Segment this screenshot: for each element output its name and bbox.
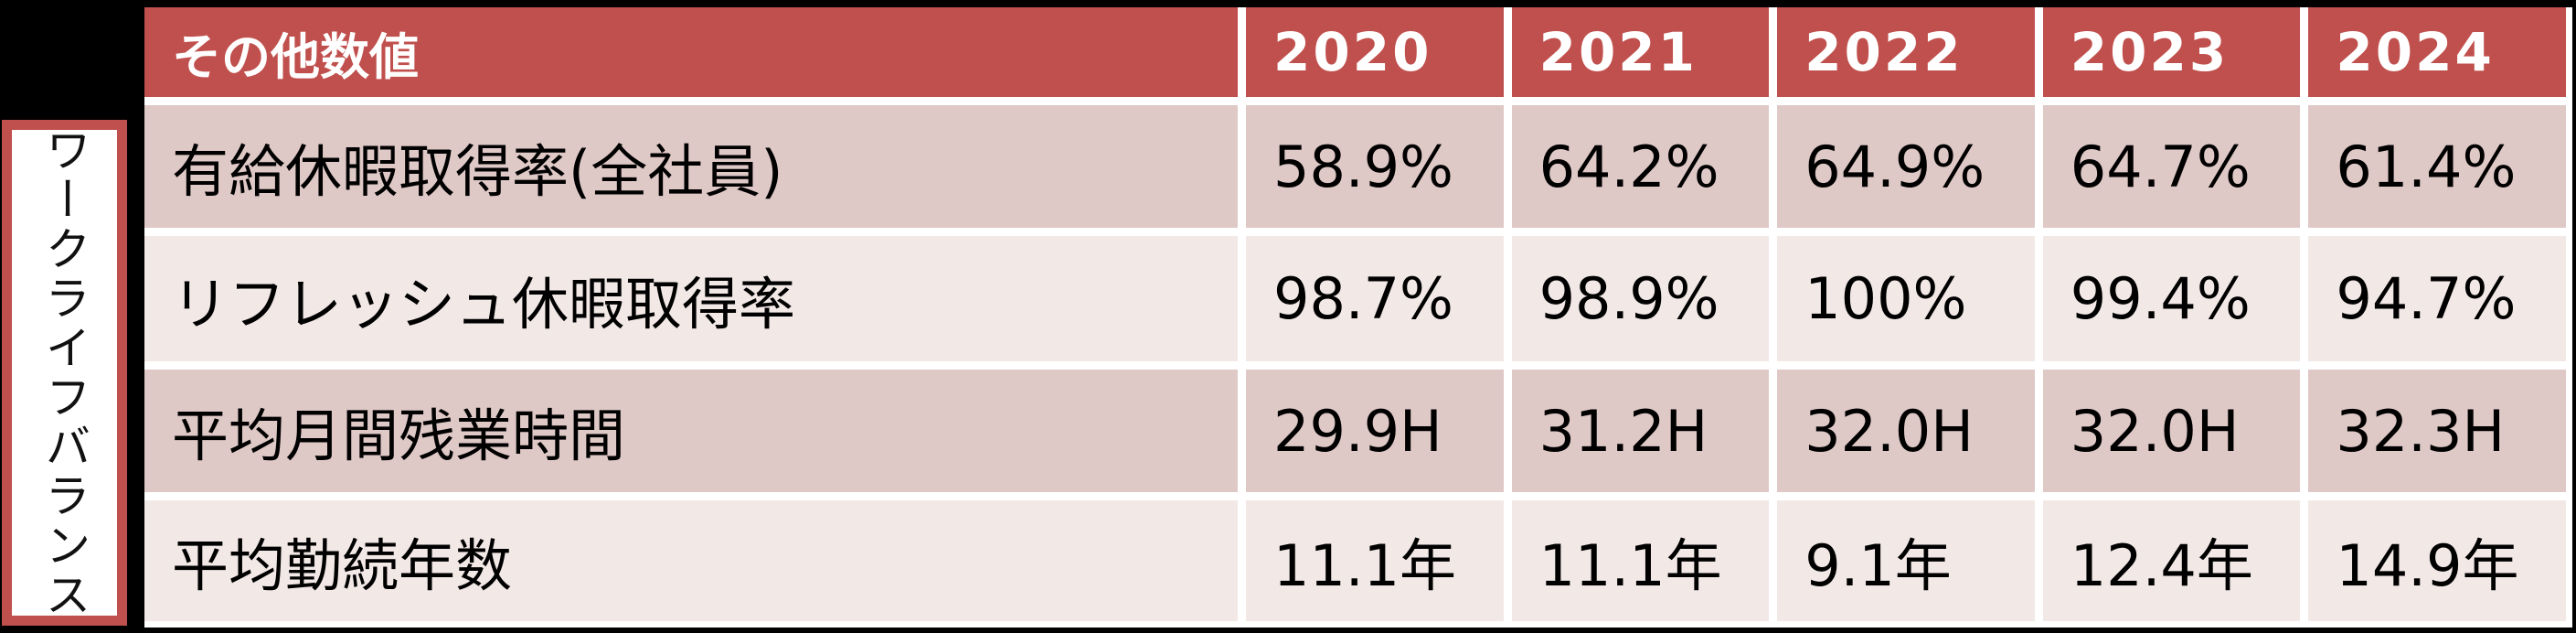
- cell-row1-year2024: 94.7%: [2308, 236, 2566, 361]
- worklife-balance-side-label: ワークライフバランス: [2, 120, 127, 626]
- table-header-year-2020: 2020: [1246, 7, 1504, 97]
- cell-row1-year2022: 100%: [1777, 236, 2035, 361]
- cell-row1-year2020: 98.7%: [1246, 236, 1504, 361]
- cell-row2-year2022: 32.0H: [1777, 370, 2035, 492]
- cell-row3-year2023: 12.4年: [2042, 500, 2301, 621]
- cell-row3-year2022: 9.1年: [1777, 500, 2035, 621]
- metrics-table: その他数値 2020 2021 2022 2023 2024 有給休暇取得率(全社員) 58…: [144, 7, 2572, 628]
- table-header-year-2023: 2023: [2042, 7, 2301, 97]
- cell-row2-year2020: 29.9H: [1246, 370, 1504, 492]
- cell-row2-year2023: 32.0H: [2042, 370, 2301, 492]
- cell-row0-year2023: 64.7%: [2042, 105, 2301, 228]
- cell-row3-year2020: 11.1年: [1246, 500, 1504, 621]
- cell-row1-year2023: 99.4%: [2042, 236, 2301, 361]
- row-label-2: 平均月間残業時間: [144, 370, 1238, 492]
- cell-row0-year2020: 58.9%: [1246, 105, 1504, 228]
- cell-row2-year2024: 32.3H: [2308, 370, 2566, 492]
- cell-row1-year2021: 98.9%: [1511, 236, 1770, 361]
- cell-row0-year2021: 64.2%: [1511, 105, 1770, 228]
- row-label-0: 有給休暇取得率(全社員): [144, 105, 1238, 228]
- table-header-year-2021: 2021: [1511, 7, 1770, 97]
- row-label-1: リフレッシュ休暇取得率: [144, 236, 1238, 361]
- cell-row3-year2021: 11.1年: [1511, 500, 1770, 621]
- cell-row3-year2024: 14.9年: [2308, 500, 2566, 621]
- table-header-title: その他数値: [144, 7, 1238, 97]
- cell-row0-year2024: 61.4%: [2308, 105, 2566, 228]
- row-label-3: 平均勤続年数: [144, 500, 1238, 621]
- side-label-text: ワークライフバランス: [37, 125, 91, 620]
- table-header-year-2024: 2024: [2308, 7, 2566, 97]
- table-header-year-2022: 2022: [1777, 7, 2035, 97]
- cell-row2-year2021: 31.2H: [1511, 370, 1770, 492]
- cell-row0-year2022: 64.9%: [1777, 105, 2035, 228]
